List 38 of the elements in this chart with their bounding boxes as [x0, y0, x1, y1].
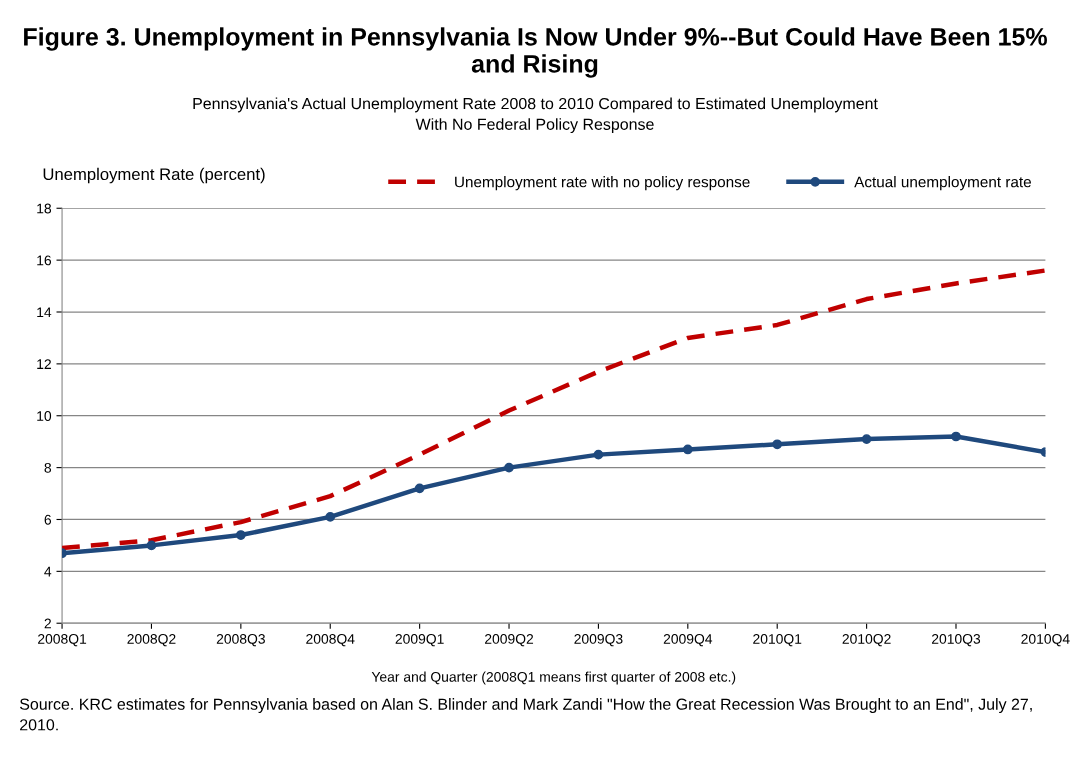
x-tick-label: 2010Q1: [753, 634, 802, 647]
x-axis-title: Year and Quarter (2008Q1 means first quarter of 2008 etc.): [371, 671, 736, 685]
x-tick-label: 2008Q1: [38, 634, 87, 647]
x-tick-label: 2008Q2: [127, 634, 176, 647]
x-tick-label: 2008Q3: [216, 634, 265, 647]
point: [325, 512, 336, 522]
point: [861, 434, 872, 444]
point: [235, 530, 246, 540]
x-tick-label: 2009Q4: [663, 634, 713, 647]
point: [682, 444, 693, 455]
source-note: Source. KRC estimates for Pennsylvania based on Alan S. Blinder and Mark Zandi "How the Great Recession Was Brought to an End", July 27, 2010.: [19, 698, 1032, 731]
x-tick-label: 2009Q2: [485, 634, 534, 647]
y-tick-label: 2: [44, 618, 51, 629]
point: [951, 431, 961, 442]
chart-title: Figure 3. Unemployment in Pennsylvania Is Now Under 9%--But Could Have Been 15% and Rising: [24, 27, 1047, 78]
y-tick-label: 16: [37, 255, 52, 266]
legend-label: Unemployment rate with no policy response: [455, 176, 750, 191]
point: [772, 439, 783, 450]
point: [146, 540, 157, 551]
legend-label: Actual unemployment rate: [854, 176, 1031, 191]
x-tick-label: 2010Q2: [842, 634, 891, 647]
y-tick-label: 6: [44, 514, 52, 525]
chart-subtitle: Pennsylvania's Actual Unemployment Rate 2008 to 2010 Compared to Estimated Unemployment With No Federal Policy Response: [193, 97, 878, 134]
x-tick-label: 2009Q3: [574, 634, 623, 647]
x-tick-label: 2009Q1: [395, 634, 444, 647]
y-tick-label: 8: [44, 462, 52, 473]
point: [593, 449, 604, 460]
x-tick-label: 2010Q3: [931, 634, 981, 647]
y-tick-label: 18: [37, 203, 52, 214]
point: [414, 483, 425, 494]
y-tick-label: 10: [37, 411, 52, 421]
y-tick-label: 12: [37, 359, 51, 369]
x-tick-label: 2008Q4: [306, 634, 355, 647]
y-tick-label: 14: [37, 307, 52, 318]
x-tick-label: 2010Q4: [1021, 634, 1070, 647]
point: [504, 462, 514, 473]
y-axis-title: Unemployment Rate (percent): [43, 167, 265, 184]
y-tick-label: 4: [44, 566, 52, 577]
